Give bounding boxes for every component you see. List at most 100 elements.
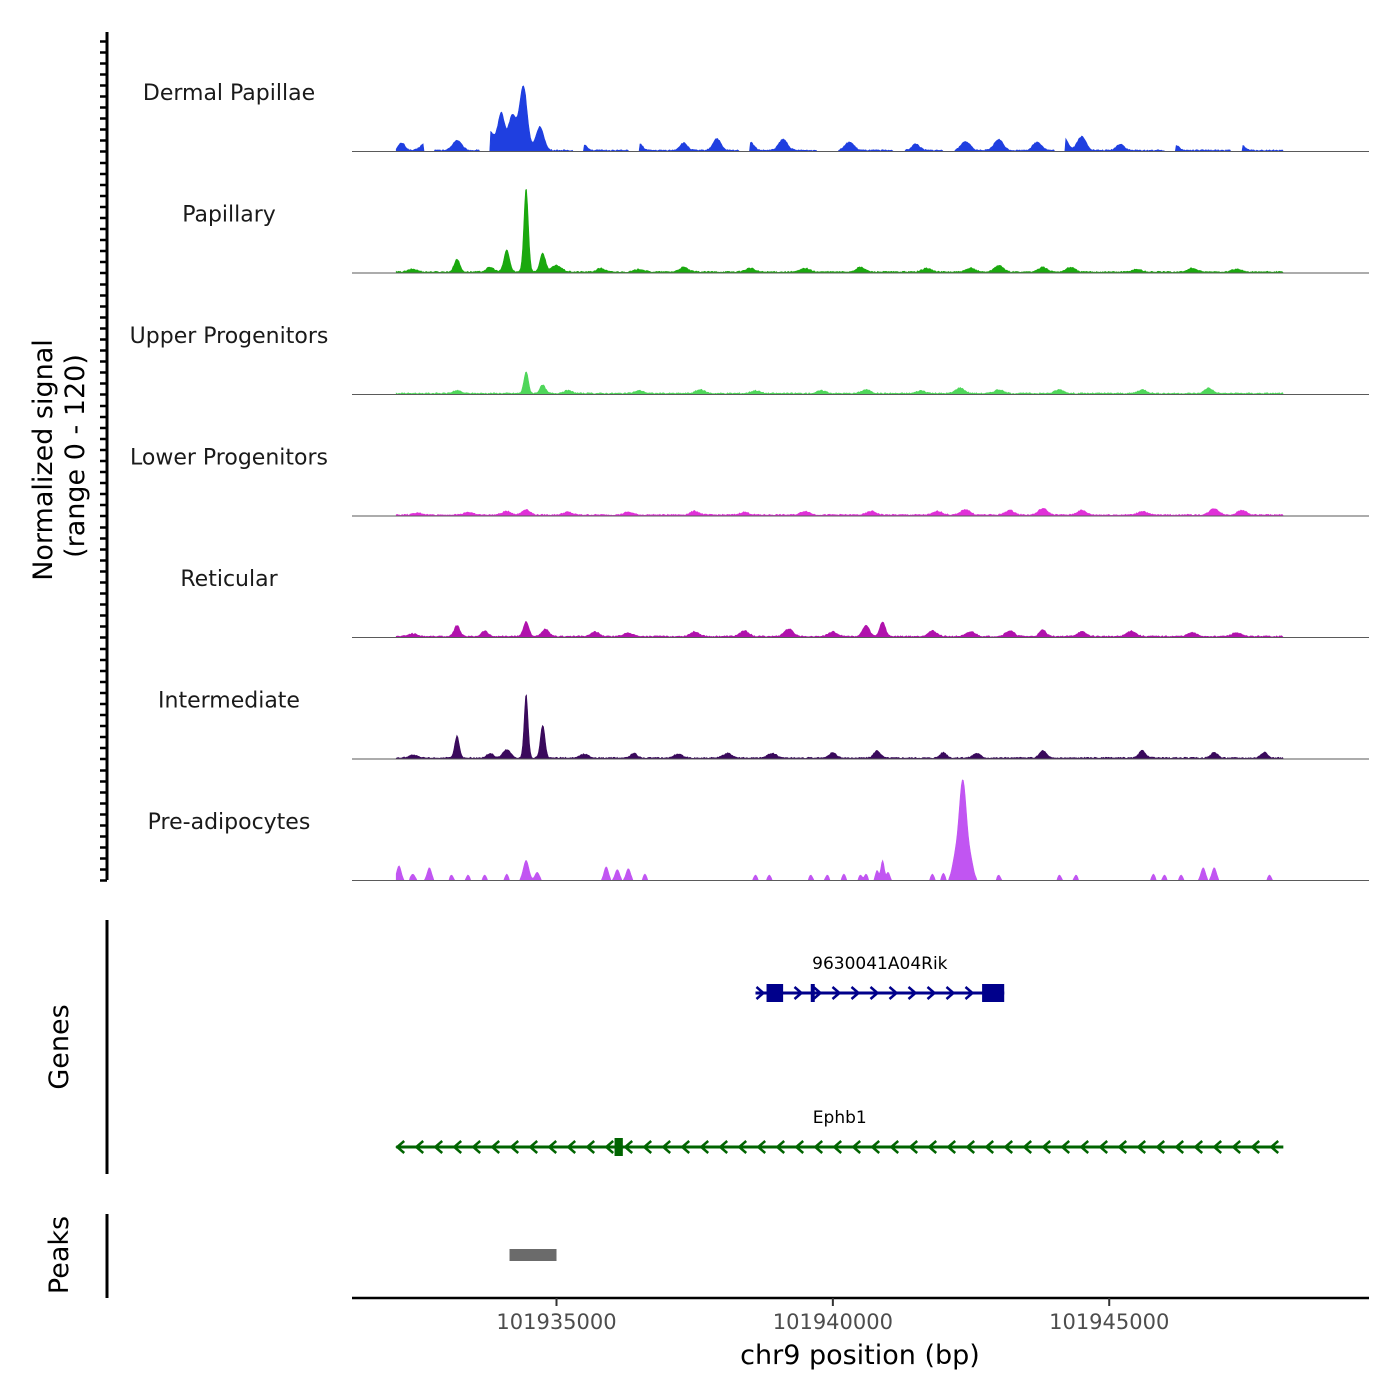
strand-arrow — [1098, 1140, 1109, 1154]
strand-arrow — [1174, 1140, 1185, 1154]
strand-arrow — [699, 1140, 710, 1154]
strand-arrow — [869, 986, 880, 1000]
gene-9630041a04rik: 9630041A04Rik — [755, 954, 1005, 1002]
strand-arrow — [1079, 1140, 1090, 1154]
strand-arrow — [908, 1140, 919, 1154]
strand-arrow — [547, 1140, 558, 1154]
track-label: Papillary — [182, 203, 276, 228]
strand-arrow — [452, 1140, 463, 1154]
strand-arrow — [623, 1140, 634, 1154]
strand-arrow — [528, 1140, 539, 1154]
x-tick-label: 101940000 — [773, 1310, 893, 1334]
exon-block — [614, 1138, 623, 1156]
x-tick-label: 101945000 — [1049, 1310, 1169, 1334]
strand-arrow — [756, 1140, 767, 1154]
strand-arrow — [680, 1140, 691, 1154]
track-label: Intermediate — [158, 689, 300, 714]
track-reticular: Reticular — [180, 567, 1369, 638]
strand-arrow — [946, 1140, 957, 1154]
track-papillary: Papillary — [182, 189, 1369, 274]
strand-arrow — [395, 1140, 406, 1154]
signal-area — [395, 85, 1284, 152]
strand-arrow — [718, 1140, 729, 1154]
x-axis-ticks: 101935000 101940000 101945000 — [496, 1298, 1169, 1334]
signal-area — [395, 621, 1284, 638]
strand-arrow — [1060, 1140, 1071, 1154]
genes-panel-title: Genes — [44, 1004, 75, 1089]
strand-arrow — [1193, 1140, 1204, 1154]
signal-area — [395, 189, 1284, 274]
strand-arrow — [604, 1140, 615, 1154]
strand-arrow — [964, 986, 975, 1000]
strand-arrow — [831, 986, 842, 1000]
strand-arrow — [907, 986, 918, 1000]
signal-area — [395, 694, 1284, 760]
track-dermal-papillae: Dermal Papillae — [143, 81, 1369, 152]
strand-arrow — [1022, 1140, 1033, 1154]
strand-arrow — [927, 1140, 938, 1154]
x-axis-title: chr9 position (bp) — [740, 1340, 980, 1371]
strand-arrow — [812, 986, 823, 1000]
strand-arrow — [813, 1140, 824, 1154]
track-pre-adipocytes: Pre-adipocytes — [148, 779, 1369, 881]
strand-arrow — [984, 1140, 995, 1154]
strand-arrow — [1136, 1140, 1147, 1154]
strand-arrow — [870, 1140, 881, 1154]
strand-arrow — [793, 986, 804, 1000]
signal-area — [395, 779, 1284, 881]
track-label: Pre-adipocytes — [148, 810, 311, 835]
exon-block — [810, 984, 815, 1002]
peaks-panel-title: Peaks — [44, 1216, 75, 1294]
strand-arrow — [585, 1140, 596, 1154]
track-label: Dermal Papillae — [143, 81, 315, 106]
strand-arrow — [794, 1140, 805, 1154]
strand-arrow — [490, 1140, 501, 1154]
strand-arrow — [945, 986, 956, 1000]
strand-arrow — [1003, 1140, 1014, 1154]
track-label: Reticular — [180, 567, 278, 592]
strand-arrow — [1155, 1140, 1166, 1154]
strand-arrow — [509, 1140, 520, 1154]
gene-name-label: Ephb1 — [813, 1108, 867, 1128]
exon-block — [982, 984, 1005, 1002]
gene-annotations: 9630041A04Rik Ephb1 — [395, 954, 1284, 1156]
signal-area — [395, 371, 1284, 395]
strand-arrow — [965, 1140, 976, 1154]
strand-arrow — [1269, 1140, 1280, 1154]
track-label: Lower Progenitors — [130, 446, 328, 471]
strand-arrow — [832, 1140, 843, 1154]
strand-arrow — [471, 1140, 482, 1154]
track-lower-progenitors: Lower Progenitors — [130, 446, 1369, 517]
signal-area — [395, 507, 1284, 517]
peak-regions — [509, 1249, 557, 1261]
peak-region-bar — [509, 1249, 557, 1261]
signal-y-title-line2: (range 0 - 120) — [60, 354, 91, 558]
strand-arrow — [850, 986, 861, 1000]
strand-arrow — [1212, 1140, 1223, 1154]
track-intermediate: Intermediate — [158, 689, 1369, 760]
strand-arrow — [1041, 1140, 1052, 1154]
signal-y-title-line1: Normalized signal — [28, 339, 59, 581]
strand-arrow — [661, 1140, 672, 1154]
strand-arrow — [926, 986, 937, 1000]
strand-arrow — [1231, 1140, 1242, 1154]
strand-arrow — [414, 1140, 425, 1154]
strand-arrow — [755, 986, 766, 1000]
strand-arrow — [737, 1140, 748, 1154]
x-tick-label: 101935000 — [496, 1310, 616, 1334]
strand-arrow — [433, 1140, 444, 1154]
strand-arrow — [1250, 1140, 1261, 1154]
strand-arrow — [642, 1140, 653, 1154]
strand-arrow — [889, 1140, 900, 1154]
strand-arrow — [851, 1140, 862, 1154]
signal-y-ticks — [100, 40, 107, 882]
strand-arrow — [888, 986, 899, 1000]
strand-arrow — [1117, 1140, 1128, 1154]
track-label: Upper Progenitors — [130, 324, 329, 349]
exon-block — [766, 984, 784, 1002]
strand-arrow — [775, 1140, 786, 1154]
track-upper-progenitors: Upper Progenitors — [130, 324, 1369, 395]
strand-arrow — [566, 1140, 577, 1154]
gene-ephb1: Ephb1 — [395, 1108, 1284, 1156]
